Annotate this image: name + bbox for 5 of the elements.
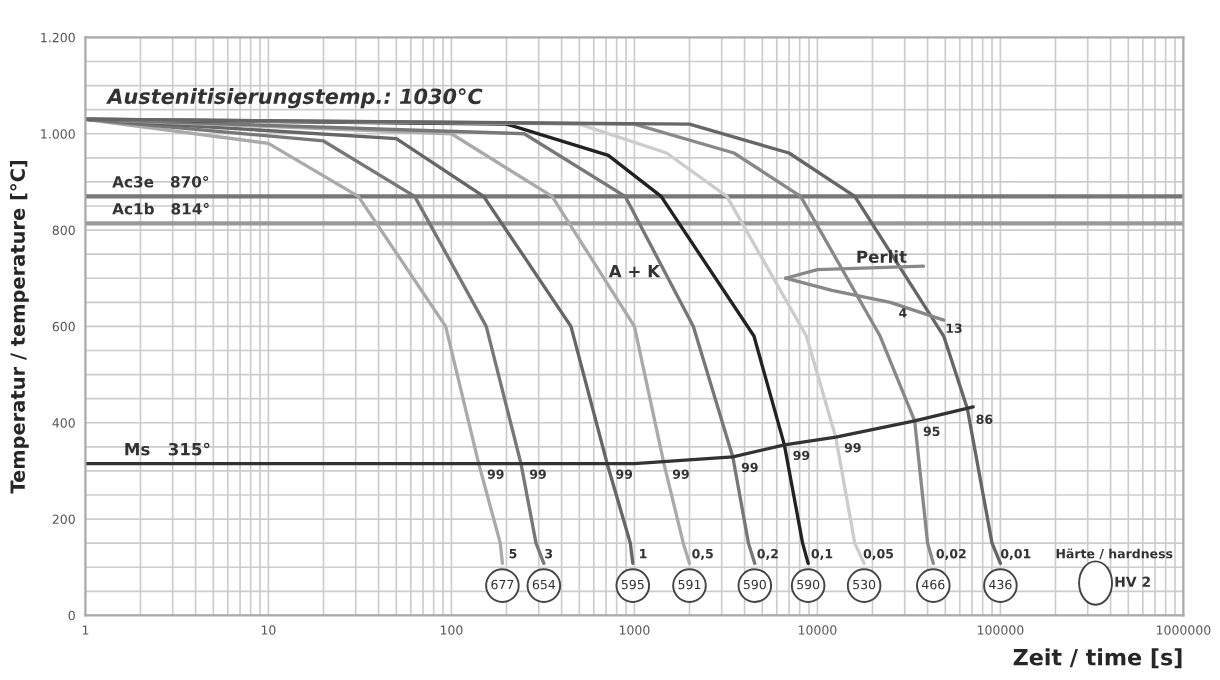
x-axis-title: Zeit / time [s] bbox=[1013, 648, 1182, 669]
annotation: Ms 315° bbox=[125, 442, 210, 456]
y-axis-title: Temperatur / temperature [°C] bbox=[9, 160, 29, 494]
annotation: A + K bbox=[608, 265, 661, 278]
text: Austenitisierungstemp.: 1030°C bbox=[106, 88, 483, 109]
